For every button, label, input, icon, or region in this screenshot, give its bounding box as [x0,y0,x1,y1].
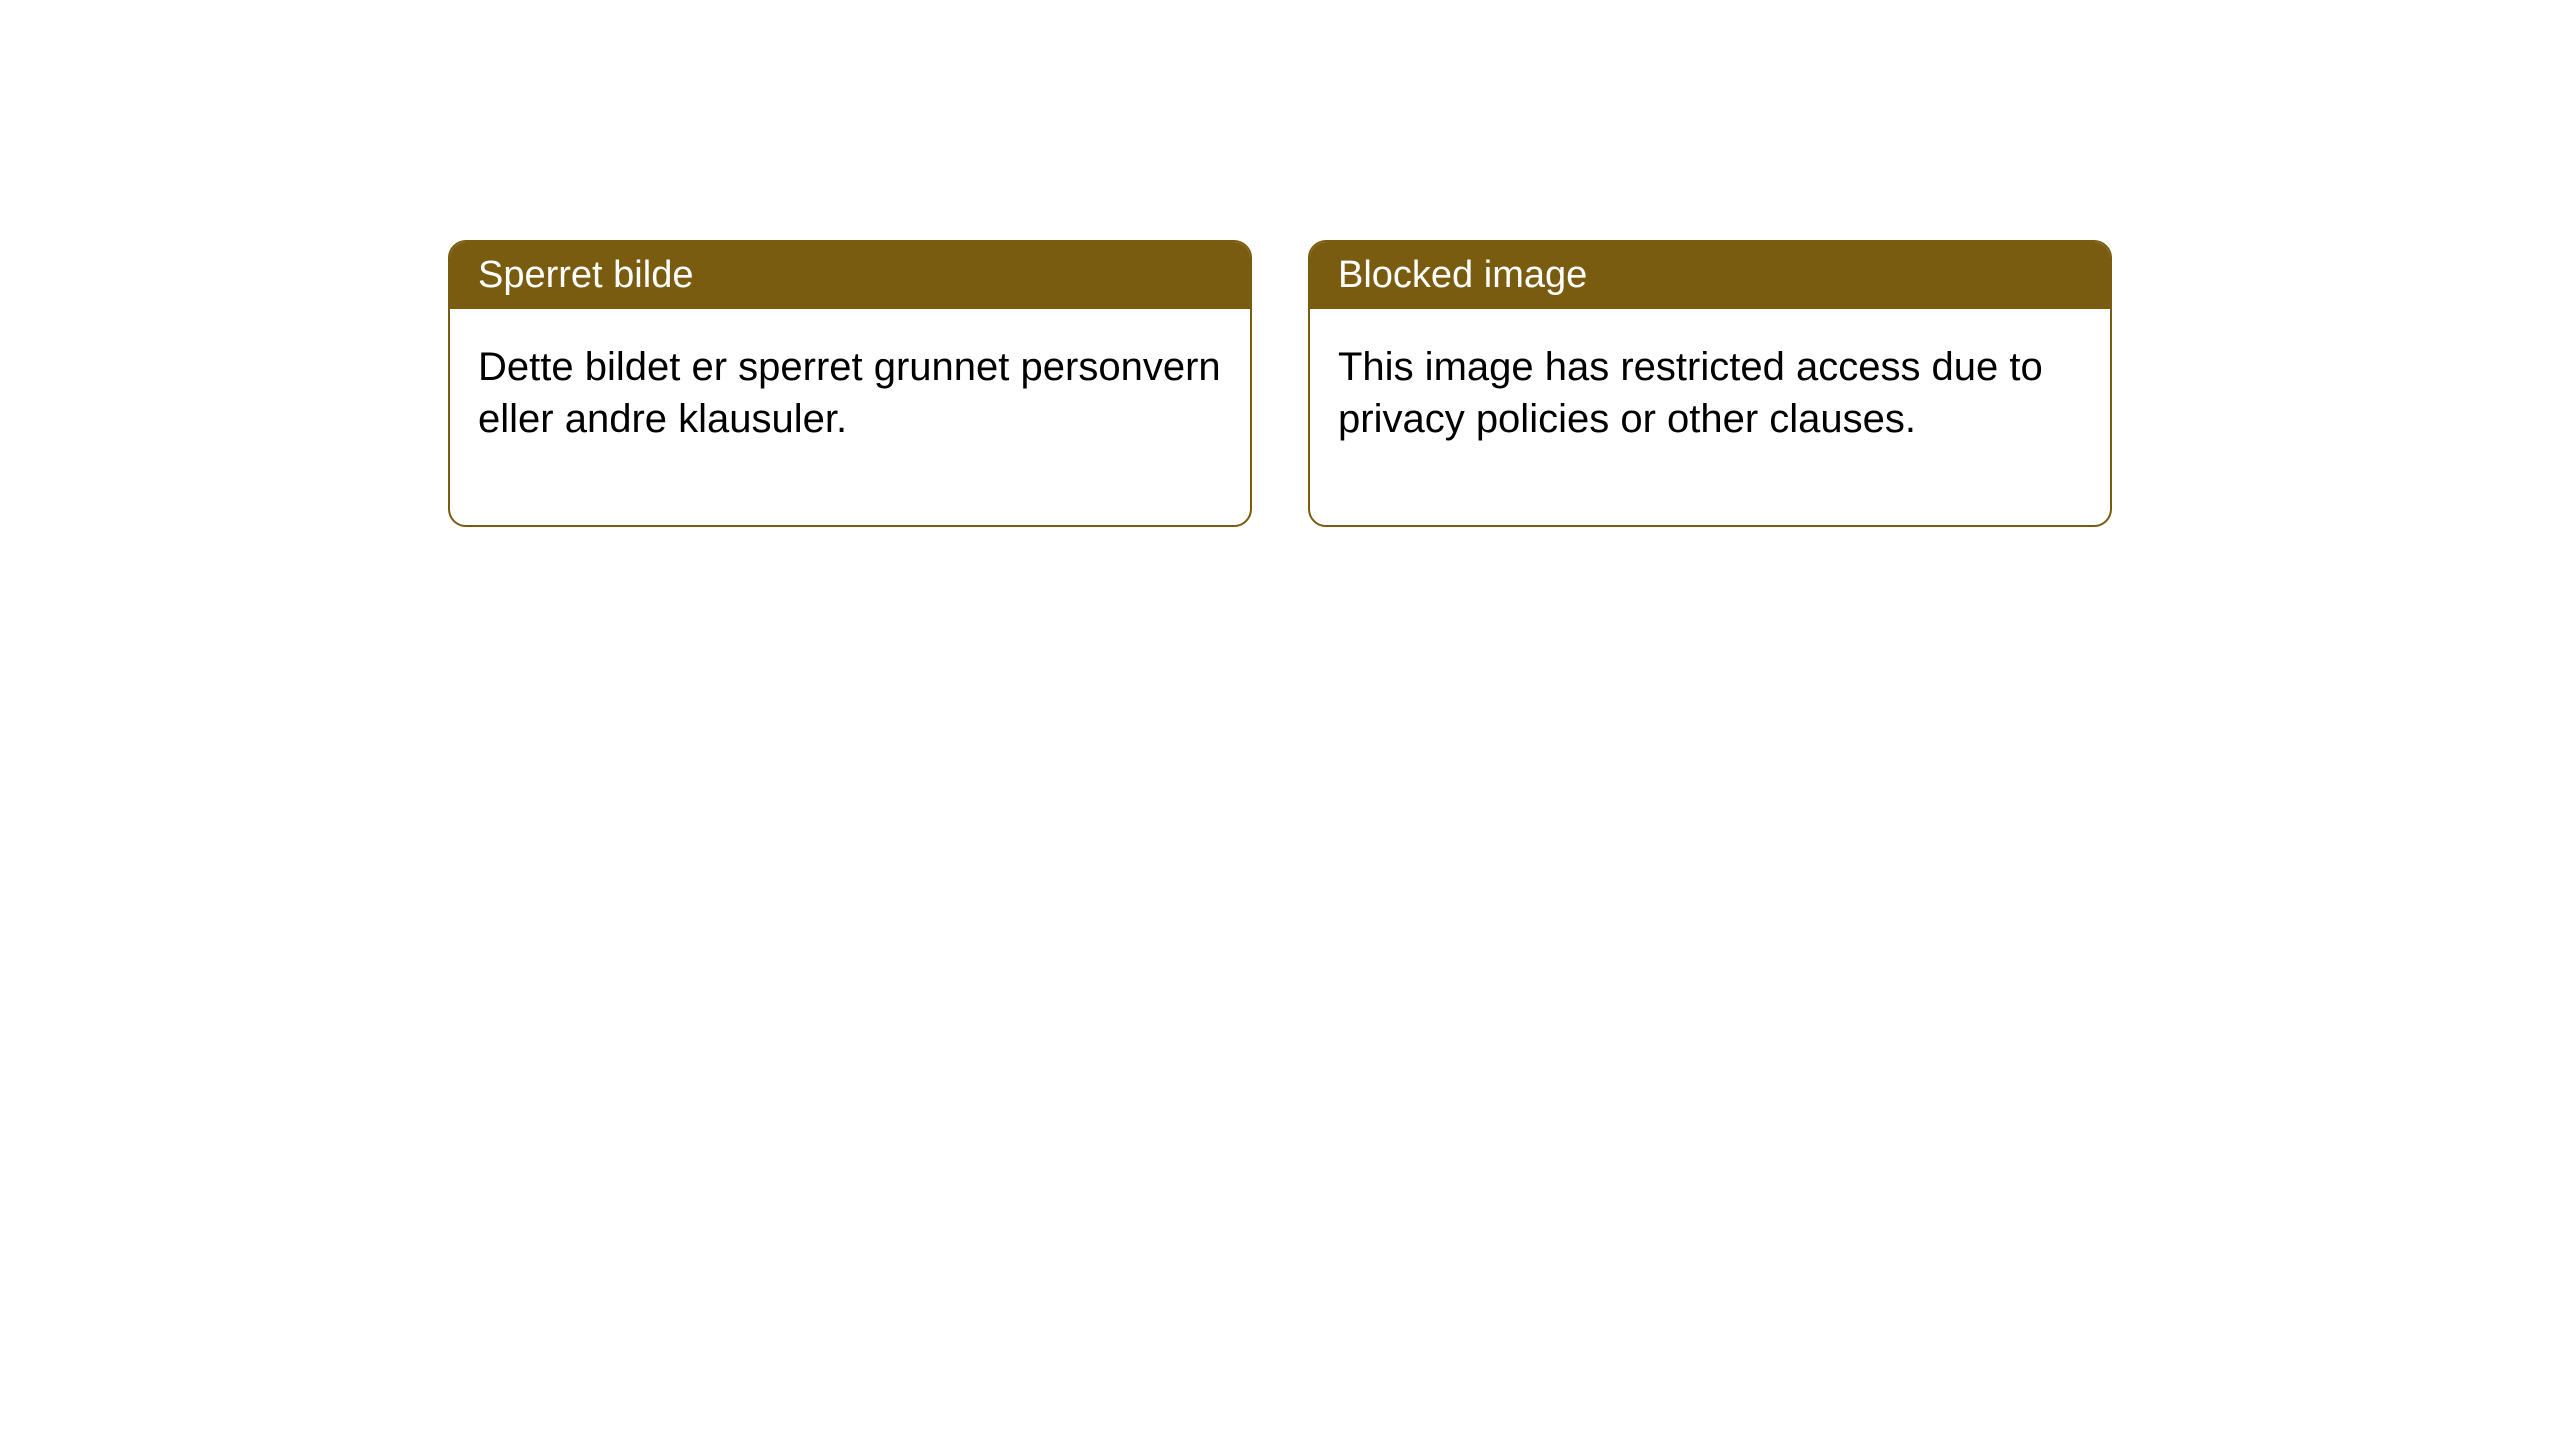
card-title: Sperret bilde [478,254,693,296]
card-body: Dette bildet er sperret grunnet personve… [450,309,1250,525]
notice-card-norwegian: Sperret bilde Dette bildet er sperret gr… [448,240,1252,527]
card-body-text: Dette bildet er sperret grunnet personve… [478,345,1221,441]
card-header: Blocked image [1310,242,2110,309]
notice-card-english: Blocked image This image has restricted … [1308,240,2112,527]
card-body: This image has restricted access due to … [1310,309,2110,525]
card-body-text: This image has restricted access due to … [1338,345,2043,441]
notice-cards-container: Sperret bilde Dette bildet er sperret gr… [448,240,2112,527]
card-title: Blocked image [1338,254,1587,296]
card-header: Sperret bilde [450,242,1250,309]
